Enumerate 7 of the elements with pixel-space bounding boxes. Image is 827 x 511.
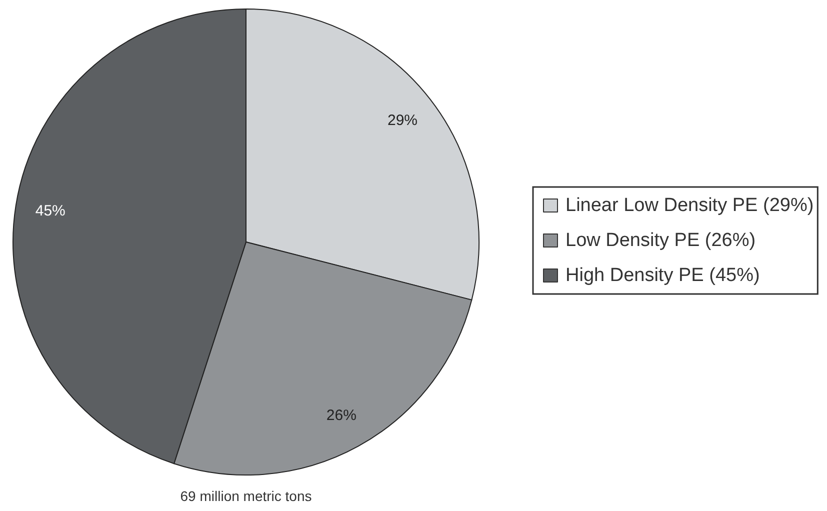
text: 69 million metric tons [180, 488, 312, 504]
data-label: 29% [387, 112, 418, 130]
data-label: 26% [326, 407, 356, 424]
data-label: 45% [35, 202, 66, 220]
legend-label: Low Density PE (26%) [566, 230, 756, 251]
legend-label: High Density PE (45%) [566, 265, 760, 286]
legend-label: Linear Low Density PE (29%) [566, 195, 814, 216]
